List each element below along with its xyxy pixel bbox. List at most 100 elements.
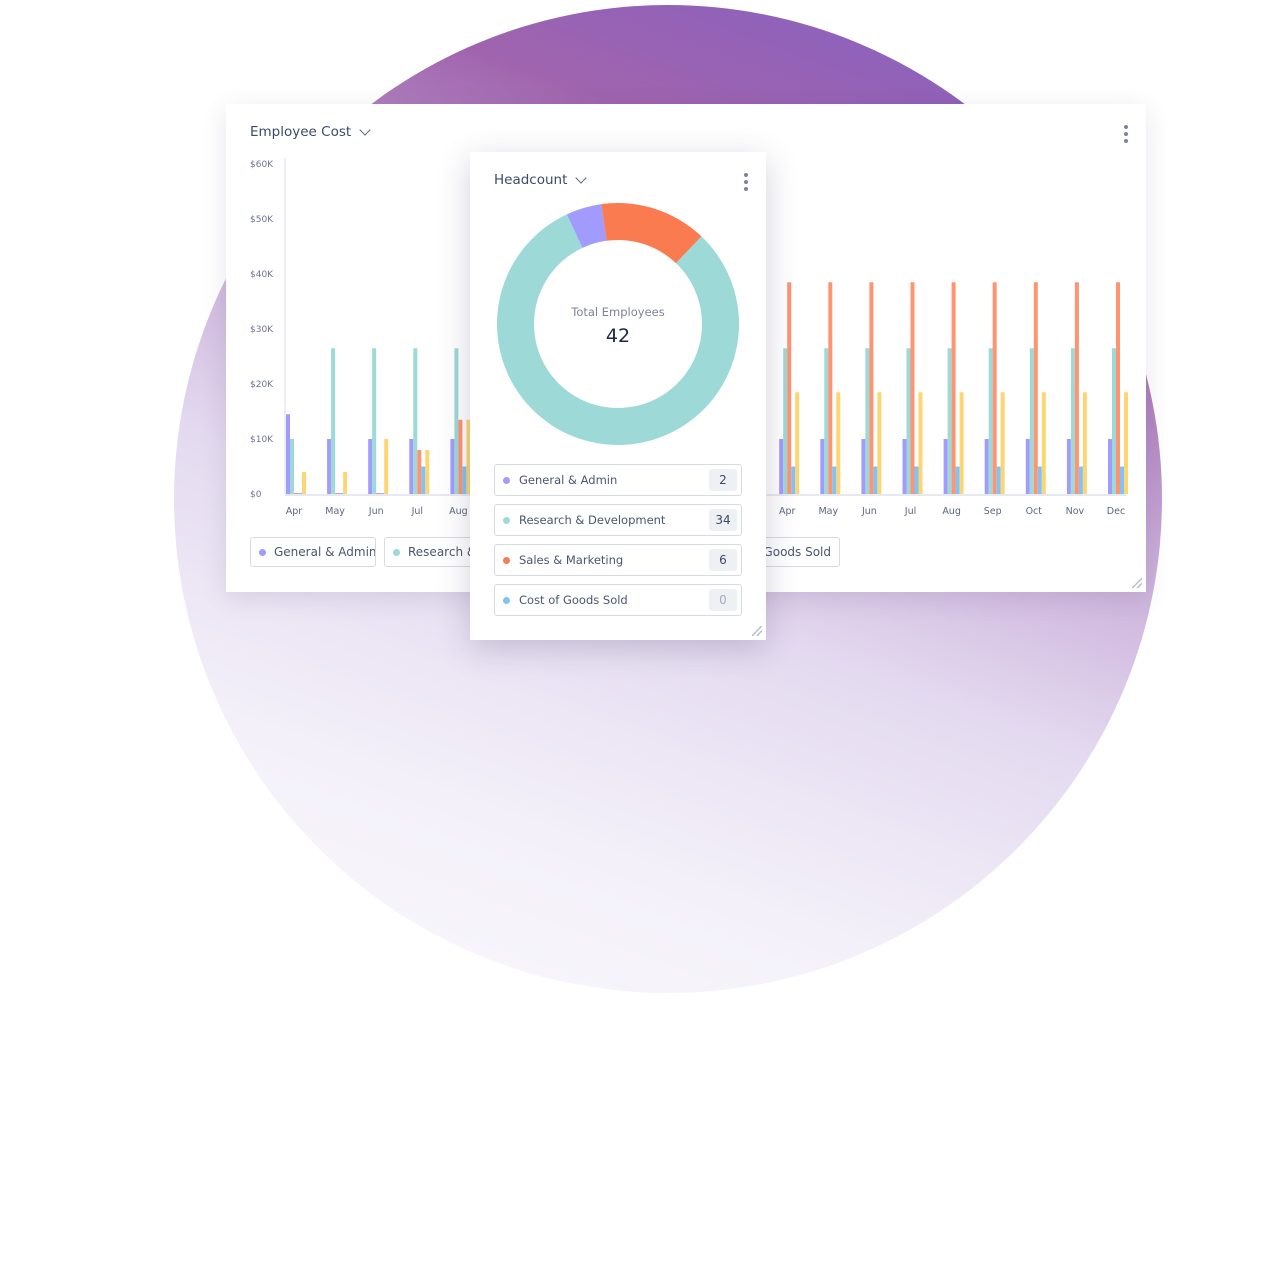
legend-dot [503, 596, 510, 604]
bar [996, 466, 1001, 494]
bar [302, 472, 306, 494]
bar [298, 493, 302, 494]
bar [294, 493, 298, 494]
legend-general-admin[interactable]: General & Admin [250, 537, 376, 567]
employee-cost-title-dropdown[interactable]: Employee Cost [250, 124, 371, 140]
headcount-count-badge: 0 [709, 589, 737, 611]
legend-label: General & Admin [274, 545, 376, 559]
bar [984, 439, 989, 494]
bar [787, 282, 792, 494]
bar [918, 392, 923, 494]
x-tick-label: Aug [449, 506, 468, 517]
bar [413, 348, 418, 494]
headcount-row-label: Cost of Goods Sold [519, 593, 628, 607]
bar [955, 466, 960, 494]
donut-center-label: Total Employees [570, 305, 664, 319]
bar [873, 466, 878, 494]
bar [462, 466, 467, 494]
bar [877, 392, 882, 494]
y-tick-label: $10K [250, 435, 274, 445]
more-options-icon[interactable] [744, 173, 748, 191]
bar [1070, 348, 1075, 494]
y-tick-label: $20K [250, 380, 274, 390]
legend-label: Research & [408, 545, 477, 559]
bar [1029, 348, 1034, 494]
bar [1000, 392, 1005, 494]
x-tick-label: Dec [1107, 506, 1125, 517]
bar [1108, 439, 1112, 494]
headcount-row[interactable]: Cost of Goods Sold 0 [494, 584, 742, 616]
y-tick-label: $30K [250, 325, 274, 335]
bar [1124, 392, 1128, 494]
legend-dot [503, 556, 510, 564]
headcount-row[interactable]: General & Admin 2 [494, 464, 742, 496]
x-tick-label: Jun [368, 506, 384, 517]
bar [947, 348, 952, 494]
headcount-row[interactable]: Sales & Marketing 6 [494, 544, 742, 576]
bar [779, 439, 784, 494]
bar [290, 439, 294, 494]
bar [865, 348, 870, 494]
x-tick-label: May [818, 506, 838, 517]
bar [1041, 392, 1046, 494]
bar [914, 466, 919, 494]
legend-dot [259, 548, 266, 556]
headcount-title: Headcount [494, 172, 568, 188]
bar [1037, 466, 1042, 494]
resize-handle-icon[interactable] [1132, 578, 1142, 588]
bar [791, 466, 796, 494]
bar [380, 493, 385, 494]
bar [327, 439, 332, 494]
bar [372, 348, 377, 494]
bar [869, 282, 874, 494]
legend-dot [393, 548, 400, 556]
legend-label: Goods Sold [763, 545, 831, 559]
bar [450, 439, 455, 494]
x-tick-label: May [325, 506, 345, 517]
bar [783, 348, 788, 494]
donut-slice[interactable] [497, 214, 739, 445]
bar [1066, 439, 1071, 494]
bar [339, 493, 344, 494]
bar [824, 348, 829, 494]
bar [836, 392, 841, 494]
x-tick-label: Nov [1066, 506, 1085, 517]
donut-total: 42 [606, 325, 630, 347]
resize-handle-icon[interactable] [752, 626, 762, 636]
headcount-count-badge: 6 [709, 549, 737, 571]
headcount-row-label: General & Admin [519, 473, 618, 487]
donut-slice[interactable] [566, 204, 607, 248]
bar [458, 419, 463, 494]
bar [820, 439, 825, 494]
bar [1120, 466, 1124, 494]
bar [376, 493, 381, 494]
bar [910, 282, 915, 494]
bar [417, 450, 422, 494]
bar [1082, 392, 1087, 494]
x-tick-label: Oct [1026, 506, 1043, 517]
bar [988, 348, 993, 494]
bar [861, 439, 866, 494]
bar [951, 282, 956, 494]
bar [1074, 282, 1079, 494]
bar [384, 439, 389, 494]
bar [1116, 282, 1120, 494]
bar [286, 414, 290, 494]
headcount-title-dropdown[interactable]: Headcount [494, 172, 588, 188]
y-tick-label: $60K [250, 160, 274, 170]
bar [795, 392, 800, 494]
x-tick-label: Sep [984, 506, 1002, 517]
x-tick-label: Jul [411, 506, 423, 517]
bar [425, 450, 430, 494]
headcount-row[interactable]: Research & Development 34 [494, 504, 742, 536]
bar [1033, 282, 1038, 494]
more-options-icon[interactable] [1124, 125, 1128, 143]
bar [466, 419, 471, 494]
bar [409, 439, 414, 494]
legend-dot [503, 476, 510, 484]
x-tick-label: Jun [861, 506, 877, 517]
bar [902, 439, 907, 494]
bar [331, 348, 336, 494]
bar [343, 472, 348, 494]
donut-slice[interactable] [601, 203, 702, 264]
